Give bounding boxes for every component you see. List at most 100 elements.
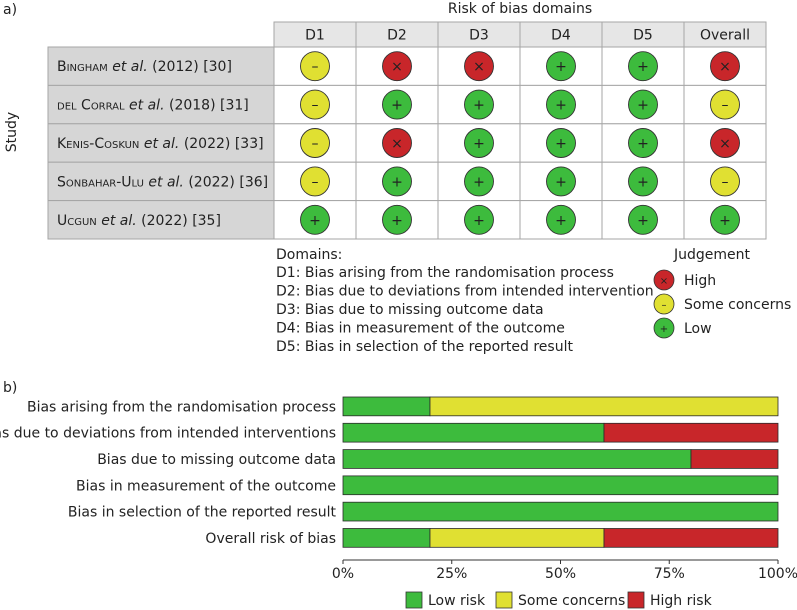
bar-segment-low (342, 528, 431, 548)
judgement-symbol: – (722, 174, 729, 190)
legend-symbol: × (660, 276, 668, 287)
judgement-low-icon (546, 51, 576, 82)
judgement-low-icon (464, 128, 494, 158)
legend-swatch-some (495, 591, 513, 609)
study-label: Ucgun et al. (2022) [35] (57, 213, 221, 229)
panel-a-title: Risk of bias domains (448, 1, 592, 17)
domains-legend: Domains: D1: Bias arising from the random… (276, 247, 654, 355)
domain-description: D1: Bias arising from the randomisation … (276, 265, 614, 281)
study-year: (2012) (152, 59, 199, 75)
study-row: Sonbahar-Ulu et al. (2022) [36] – + + + + – (47, 161, 767, 202)
domain-description: D3: Bias due to missing outcome data (276, 302, 544, 318)
legend-series-label: Some concerns (518, 593, 625, 609)
study-ref: [33] (235, 136, 264, 152)
judgement-symbol: + (309, 213, 321, 229)
domain-description: D5: Bias in selection of the reported re… (276, 339, 573, 355)
panel-b-chart: b) Bias arising from the randomisation pr… (0, 380, 797, 609)
bar-segment-high (603, 422, 779, 443)
domain-description: D4: Bias in measurement of the outcome (276, 321, 565, 337)
study-etal: et al. (101, 213, 136, 229)
judgement-low-icon (546, 204, 576, 235)
judgement-symbol: + (637, 136, 649, 152)
x-tick-label: 25% (436, 566, 467, 582)
judgement-symbol: – (312, 98, 319, 114)
judgement-symbol: × (719, 59, 731, 75)
x-tick-label: 75% (654, 566, 685, 582)
study-label: Kenis-Coskun et al. (2022) [33] (57, 136, 264, 152)
study-author: Sonbahar-Ulu (57, 174, 144, 190)
judgement-some-icon (300, 166, 330, 197)
judgement-symbol: + (473, 174, 485, 190)
bar-segment-low (342, 422, 605, 443)
judgement-symbol: + (391, 174, 403, 190)
judgement-high-icon (710, 128, 740, 158)
study-author: Bingham (57, 59, 108, 75)
judgement-legend: Judgement × High – Some concerns + Low (653, 247, 791, 339)
judgement-low-icon (546, 128, 576, 158)
domains-title: Domains: (276, 247, 342, 263)
column-header-d3: D3 (469, 28, 489, 44)
study-author: del Corral (57, 98, 125, 114)
judgement-high-icon (382, 128, 412, 158)
study-label: Bingham et al. (2012) [30] (57, 59, 232, 75)
study-cell (47, 123, 275, 163)
judgement-low-icon (628, 204, 658, 235)
legend-label: Low (684, 321, 712, 337)
legend-some-icon (653, 293, 675, 315)
category-label: Bias in measurement of the outcome (76, 478, 336, 494)
judgement-some-icon (300, 51, 330, 82)
domain-description: D2: Bias due to deviations from intended… (276, 284, 654, 300)
study-year: (2018) (169, 98, 216, 114)
column-header-d2: D2 (387, 28, 407, 44)
study-ref: [35] (192, 213, 221, 229)
judgement-symbol: + (555, 213, 567, 229)
judgement-low-icon (628, 51, 658, 82)
bar-segment-low (342, 396, 431, 417)
study-ref: [31] (220, 98, 249, 114)
judgement-low-icon (382, 89, 412, 120)
judgement-symbol: × (719, 136, 731, 152)
column-header-d5: D5 (633, 28, 653, 44)
judgement-symbol: + (391, 213, 403, 229)
judgement-symbol: + (473, 136, 485, 152)
judgement-low-icon (464, 166, 494, 197)
judgement-symbol: + (473, 213, 485, 229)
study-author: Kenis-Coskun (57, 136, 139, 152)
judgement-symbol: + (637, 59, 649, 75)
legend-symbol: – (662, 300, 667, 311)
bar-segment-low (342, 501, 779, 522)
study-row: Bingham et al. (2012) [30] – × × + + × (47, 46, 767, 86)
legend-label: High (684, 273, 716, 289)
legend-low-icon (653, 317, 675, 339)
judgement-low-icon (628, 166, 658, 197)
legend-series-label: High risk (650, 593, 713, 609)
judgement-high-icon (464, 51, 494, 82)
study-etal: et al. (148, 174, 183, 190)
judgement-symbol: + (719, 213, 731, 229)
judgement-low-icon (628, 89, 658, 120)
judgement-low-icon (382, 204, 412, 235)
panel-a: a) Risk of bias domains Study D1 D2 D3 D4 D5 Ove… (3, 1, 791, 355)
legend-swatch-low (405, 591, 423, 609)
judgement-symbol: + (637, 174, 649, 190)
legend-high-icon (653, 269, 675, 291)
study-row: Ucgun et al. (2022) [35] + + + + + + (47, 200, 767, 240)
study-cell (47, 46, 275, 86)
judgement-symbol: + (555, 174, 567, 190)
judgement-low-icon (710, 204, 740, 235)
judgement-symbol: + (637, 213, 649, 229)
judgement-low-icon (546, 89, 576, 120)
bar-segment-low (342, 475, 779, 496)
panel-a-label: a) (3, 2, 17, 18)
judgement-symbol: + (637, 98, 649, 114)
judgement-high-icon (710, 51, 740, 82)
judgement-some-icon (710, 89, 740, 120)
judgement-low-icon (546, 166, 576, 197)
study-etal: et al. (144, 136, 179, 152)
chart-legend: Low risk Some concerns High risk (405, 591, 713, 609)
judgement-symbol: + (555, 59, 567, 75)
study-author: Ucgun (57, 213, 97, 229)
judgement-symbol: – (312, 136, 319, 152)
judgement-symbol: × (391, 136, 403, 152)
